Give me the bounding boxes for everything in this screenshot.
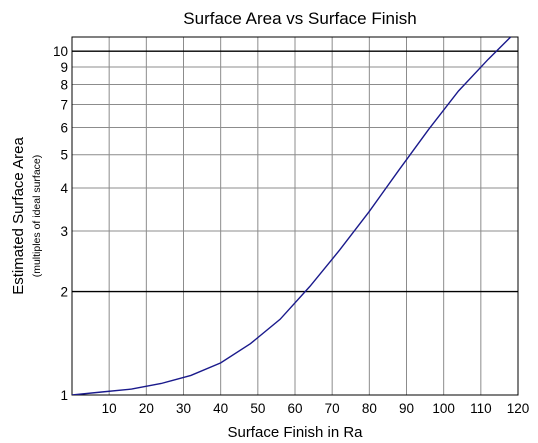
x-tick-label: 60 [287, 401, 302, 416]
x-tick-label: 20 [139, 401, 154, 416]
x-tick-label: 30 [176, 401, 191, 416]
chart-title: Surface Area vs Surface Finish [183, 9, 416, 28]
y-tick-label: 7 [60, 97, 68, 112]
x-tick-label: 50 [250, 401, 265, 416]
series-line [72, 37, 512, 395]
x-tick-label: 90 [399, 401, 414, 416]
grid [72, 37, 518, 395]
y-tick-label: 6 [60, 120, 68, 135]
y-tick-label: 1 [60, 388, 68, 403]
x-axis-label: Surface Finish in Ra [227, 424, 363, 441]
y-tick-label: 5 [60, 148, 68, 163]
y-axis-label: Estimated Surface Area [10, 137, 27, 295]
x-tick-label: 80 [362, 401, 377, 416]
series-layer [72, 37, 512, 395]
x-tick-label: 10 [102, 401, 117, 416]
y-tick-label: 9 [60, 60, 68, 75]
y-tick-label: 3 [60, 224, 68, 239]
y-axis-sublabel: (multiples of ideal surface) [31, 155, 43, 278]
y-tick-label: 10 [53, 44, 68, 59]
x-tick-label: 100 [432, 401, 455, 416]
y-tick-label: 8 [60, 78, 68, 93]
y-tick-label: 4 [60, 181, 68, 196]
x-tick-label: 110 [470, 401, 492, 416]
x-tick-label: 70 [325, 401, 340, 416]
plot-area-frame [71, 36, 519, 396]
x-tick-label: 120 [507, 401, 530, 416]
x-tick-label: 40 [213, 401, 228, 416]
y-tick-label: 2 [60, 285, 68, 300]
